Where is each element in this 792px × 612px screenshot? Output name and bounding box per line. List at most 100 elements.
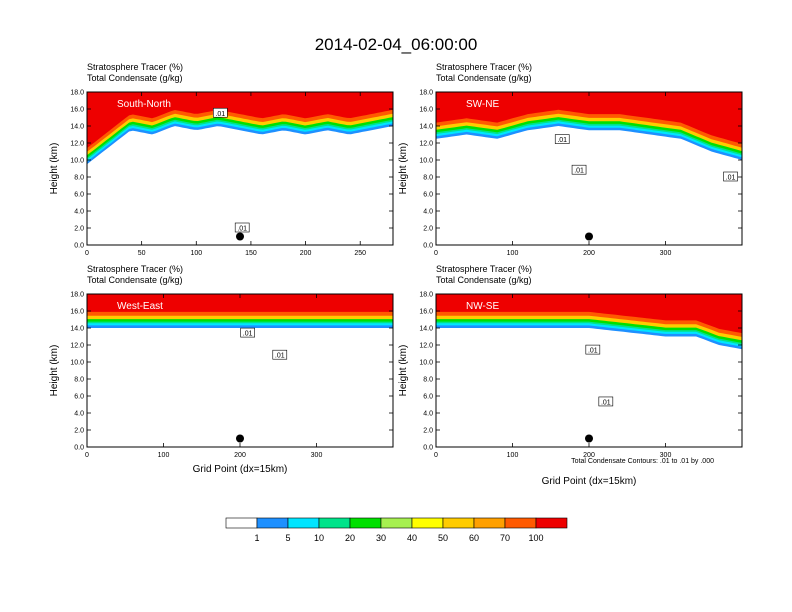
x-tick-label: 100 xyxy=(158,452,170,459)
x-tick-label: 200 xyxy=(234,452,246,459)
y-tick-label: 14.0 xyxy=(70,124,84,131)
panel-south-north: Stratosphere Tracer (%)Total Condensate … xyxy=(49,62,394,257)
y-tick-label: 0.0 xyxy=(423,445,433,452)
panels-group: Stratosphere Tracer (%)Total Condensate … xyxy=(49,62,743,487)
y-tick-label: 6.0 xyxy=(423,394,433,401)
location-marker xyxy=(585,232,593,241)
colorbar-box-6 xyxy=(411,517,444,529)
colorbar: 1 5 10 20 30 40 50 60 70 100 xyxy=(225,517,568,543)
contour-label: .01 xyxy=(243,331,253,338)
y-tick-label: 18.0 xyxy=(419,90,433,97)
tracer-band-top xyxy=(87,92,393,101)
panel-west-east: Stratosphere Tracer (%)Total Condensate … xyxy=(49,264,394,475)
y-tick-label: 12.0 xyxy=(419,343,433,350)
x-tick-label: 300 xyxy=(311,452,323,459)
contour-label: .01 xyxy=(588,348,598,355)
contour-label: .01 xyxy=(275,353,285,360)
panel-title: Stratosphere Tracer (%) xyxy=(436,62,532,72)
y-tick-label: 12.0 xyxy=(70,343,84,350)
tracer-band-top xyxy=(87,294,393,303)
x-tick-label: 300 xyxy=(660,452,672,459)
panel-label: West-East xyxy=(117,301,163,312)
y-tick-label: 2.0 xyxy=(74,226,84,233)
colorbar-label: 1 xyxy=(254,533,259,543)
y-tick-label: 2.0 xyxy=(74,428,84,435)
y-tick-label: 10.0 xyxy=(419,360,433,367)
y-tick-label: 16.0 xyxy=(419,309,433,316)
panel-subtitle: Total Condensate (g/kg) xyxy=(436,275,532,285)
y-tick-label: 8.0 xyxy=(74,175,84,182)
colorbar-box-7 xyxy=(442,517,475,529)
y-tick-label: 4.0 xyxy=(423,411,433,418)
x-tick-label: 100 xyxy=(507,250,519,257)
location-marker xyxy=(236,232,244,241)
y-axis-label: Height (km) xyxy=(398,143,409,195)
y-tick-label: 4.0 xyxy=(74,411,84,418)
panel-label: South-North xyxy=(117,99,171,110)
y-tick-label: 14.0 xyxy=(419,326,433,333)
y-tick-label: 10.0 xyxy=(419,158,433,165)
colorbar-box-3 xyxy=(318,517,351,529)
tracer-band-top xyxy=(436,294,742,303)
tracer-band-10 xyxy=(436,294,742,334)
colorbar-box-4 xyxy=(349,517,382,529)
y-tick-label: 6.0 xyxy=(74,192,84,199)
tracer-field: .01 .01 xyxy=(436,294,742,447)
location-marker xyxy=(585,434,593,443)
x-tick-label: 200 xyxy=(300,250,312,257)
panel-nw-se: Stratosphere Tracer (%)Total Condensate … xyxy=(398,264,743,487)
contour-label: .01 xyxy=(574,168,584,175)
colorbar-label: 10 xyxy=(314,533,324,543)
contour-label-box xyxy=(213,107,228,118)
y-tick-label: 8.0 xyxy=(74,377,84,384)
contour-label-box xyxy=(272,349,288,360)
x-tick-label: 100 xyxy=(507,452,519,459)
panel-title: Stratosphere Tracer (%) xyxy=(436,264,532,274)
colorbar-box-1 xyxy=(256,517,289,529)
x-tick-label: 250 xyxy=(354,250,366,257)
y-axis-label: Height (km) xyxy=(49,143,60,195)
colorbar-box-5 xyxy=(380,517,413,529)
y-tick-label: 12.0 xyxy=(419,141,433,148)
contour-label: .01 xyxy=(237,226,247,233)
colorbar-label: 60 xyxy=(469,533,479,543)
x-tick-label: 50 xyxy=(138,250,146,257)
y-tick-label: 14.0 xyxy=(419,124,433,131)
y-tick-label: 18.0 xyxy=(70,292,84,299)
tracer-band-10 xyxy=(436,92,742,144)
tracer-field: .01 .01 xyxy=(87,92,393,245)
y-tick-label: 14.0 xyxy=(70,326,84,333)
colorbar-label: 70 xyxy=(500,533,510,543)
y-tick-label: 18.0 xyxy=(70,90,84,97)
x-tick-label: 200 xyxy=(583,250,595,257)
x-tick-label: 0 xyxy=(85,452,89,459)
y-tick-label: 8.0 xyxy=(423,175,433,182)
contour-label: .01 xyxy=(215,111,225,118)
panel-title: Stratosphere Tracer (%) xyxy=(87,264,183,274)
contour-label: .01 xyxy=(557,137,567,144)
contour-label-box xyxy=(571,164,587,175)
panel-subtitle: Total Condensate (g/kg) xyxy=(87,275,183,285)
y-tick-label: 16.0 xyxy=(70,107,84,114)
y-tick-label: 0.0 xyxy=(74,243,84,250)
x-tick-label: 300 xyxy=(660,250,672,257)
colorbar-label: 40 xyxy=(407,533,417,543)
colorbar-label: 5 xyxy=(285,533,290,543)
y-tick-label: 6.0 xyxy=(74,394,84,401)
y-tick-label: 16.0 xyxy=(70,309,84,316)
x-tick-label: 0 xyxy=(85,250,89,257)
panel-label: NW-SE xyxy=(466,301,499,312)
y-tick-label: 2.0 xyxy=(423,226,433,233)
panel-subtitle: Total Condensate (g/kg) xyxy=(436,73,532,83)
y-tick-label: 2.0 xyxy=(423,428,433,435)
panel-title: Stratosphere Tracer (%) xyxy=(87,62,183,72)
colorbar-box-10 xyxy=(535,517,568,529)
x-axis-label: Grid Point (dx=15km) xyxy=(542,476,637,487)
y-tick-label: 0.0 xyxy=(423,243,433,250)
x-tick-label: 0 xyxy=(434,452,438,459)
plot-frame xyxy=(86,91,394,246)
contour-label: .01 xyxy=(601,399,611,406)
contour-note: Total Condensate Contours: .01 to .01 by… xyxy=(571,458,714,465)
location-marker xyxy=(236,434,244,443)
panel-subtitle: Total Condensate (g/kg) xyxy=(87,73,183,83)
